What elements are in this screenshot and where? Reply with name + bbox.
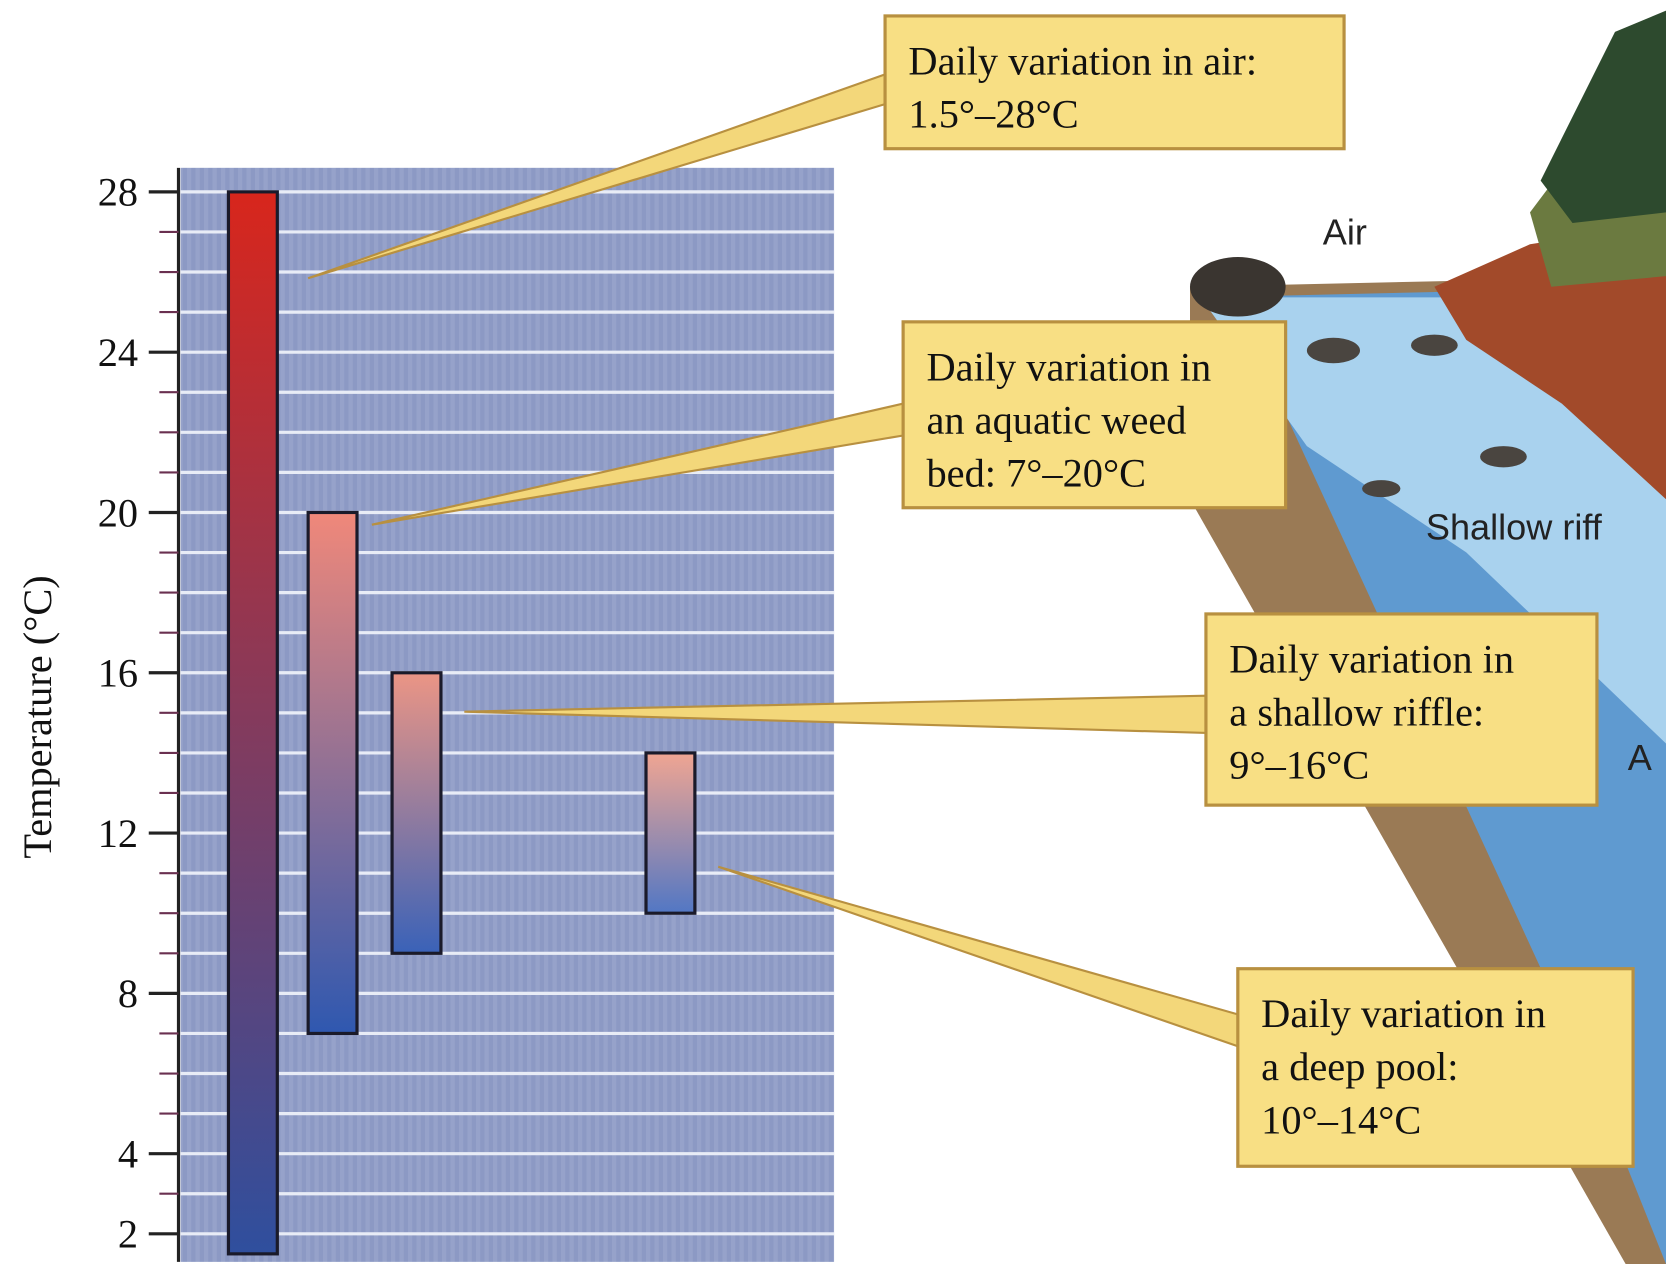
callout-text: 9°–16°C [1229,743,1369,788]
range-bar [228,192,277,1254]
y-tick-label: 28 [98,170,138,215]
callout-text: Daily variation in air: [908,38,1257,83]
callout-text: a shallow riffle: [1229,689,1484,734]
callout-text: 1.5°–28°C [908,91,1078,136]
callout-text: Daily variation in [1261,991,1546,1036]
range-bar [308,512,357,1033]
callout-text: an aquatic weed [926,397,1186,442]
page: {"chart_data": { "type": "range_bar", "y… [0,0,1666,1264]
y-tick-label: 8 [118,971,138,1016]
callout-text: 10°–14°C [1261,1097,1421,1142]
y-axis-label: Temperature (°C) [15,575,60,858]
range-bar [646,753,695,913]
chart: Air Shallow riff A Temperature (°C) 2481… [0,0,1666,1264]
y-tick-label: 16 [98,651,138,696]
y-tick-label: 4 [118,1131,138,1176]
callout-text: Daily variation in [1229,636,1514,681]
illustration-label: Air [1323,211,1367,252]
y-tick-label: 2 [118,1212,138,1257]
illustration-label: A [1628,737,1653,778]
illustration-label: Shallow riff [1426,507,1603,548]
callout-text: Daily variation in [926,344,1211,389]
callout-text: a deep pool: [1261,1044,1458,1089]
y-tick-label: 12 [98,811,138,856]
range-bar [392,673,441,954]
y-tick-label: 20 [98,490,138,535]
callout-text: bed: 7°–20°C [926,450,1146,495]
y-tick-label: 24 [98,330,138,375]
